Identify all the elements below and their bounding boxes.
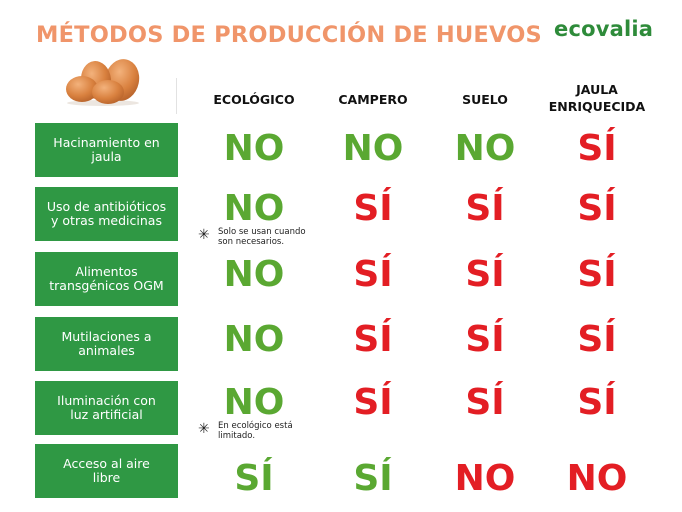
column-header-1: ECOLÓGICO: [213, 92, 295, 107]
cell-value: NO: [454, 128, 516, 169]
cell-value: NO: [342, 128, 404, 169]
cell-value: SÍ: [577, 319, 617, 360]
cell-value: NO: [223, 382, 285, 423]
cell-value: NO: [454, 458, 516, 499]
column-header-3: SUELO: [462, 92, 508, 107]
row-label-text: Acceso al aire libre: [63, 456, 150, 485]
asterisk-icon: ✳: [198, 227, 210, 243]
ecovalia-logo: ecovalia: [554, 17, 654, 41]
cell-value: NO: [223, 188, 285, 229]
row-label: Acceso al aire libre: [35, 444, 178, 498]
row-label: Hacinamiento en jaula: [35, 123, 178, 177]
row-label-text: Mutilaciones a animales: [61, 329, 152, 358]
cell-value: SÍ: [353, 188, 393, 229]
column-header-2: CAMPERO: [338, 92, 408, 107]
row-label-text: Uso de antibióticos y otras medicinas: [46, 199, 167, 228]
cell-value: SÍ: [465, 254, 505, 295]
cell-value: SÍ: [577, 188, 617, 229]
footnote: ✳ Solo se usan cuando son necesarios.: [198, 227, 328, 249]
cell-value: NO: [566, 458, 628, 499]
page-title: MÉTODOS DE PRODUCCIÓN DE HUEVOS: [36, 22, 542, 48]
row-label: Mutilaciones a animales: [35, 317, 178, 371]
cell-value: SÍ: [234, 458, 274, 499]
cell-value: SÍ: [577, 254, 617, 295]
row-label: Iluminación con luz artificial: [35, 381, 178, 435]
cell-value: SÍ: [577, 382, 617, 423]
row-label-text: Alimentos transgénicos OGM: [49, 264, 164, 293]
footnote: ✳ En ecológico está limitado.: [198, 421, 328, 443]
cell-value: SÍ: [465, 319, 505, 360]
cell-value: SÍ: [353, 458, 393, 499]
row-label-text: Iluminación con luz artificial: [57, 393, 156, 422]
footnote-text: Solo se usan cuando son necesarios.: [218, 227, 306, 247]
cell-value: NO: [223, 254, 285, 295]
cell-value: NO: [223, 319, 285, 360]
asterisk-icon: ✳: [198, 421, 210, 437]
row-label: Alimentos transgénicos OGM: [35, 252, 178, 306]
footnote-text: En ecológico está limitado.: [218, 421, 293, 441]
row-label-text: Hacinamiento en jaula: [53, 135, 160, 164]
cell-value: NO: [223, 128, 285, 169]
cell-value: SÍ: [577, 128, 617, 169]
cell-value: SÍ: [353, 254, 393, 295]
cell-value: SÍ: [465, 188, 505, 229]
column-header-4: JAULA ENRIQUECIDA: [548, 82, 646, 114]
header-divider: [176, 78, 177, 114]
eggs-illustration: [66, 59, 140, 106]
cell-value: SÍ: [353, 319, 393, 360]
row-label: Uso de antibióticos y otras medicinas: [35, 187, 178, 241]
cell-value: SÍ: [465, 382, 505, 423]
cell-value: SÍ: [353, 382, 393, 423]
